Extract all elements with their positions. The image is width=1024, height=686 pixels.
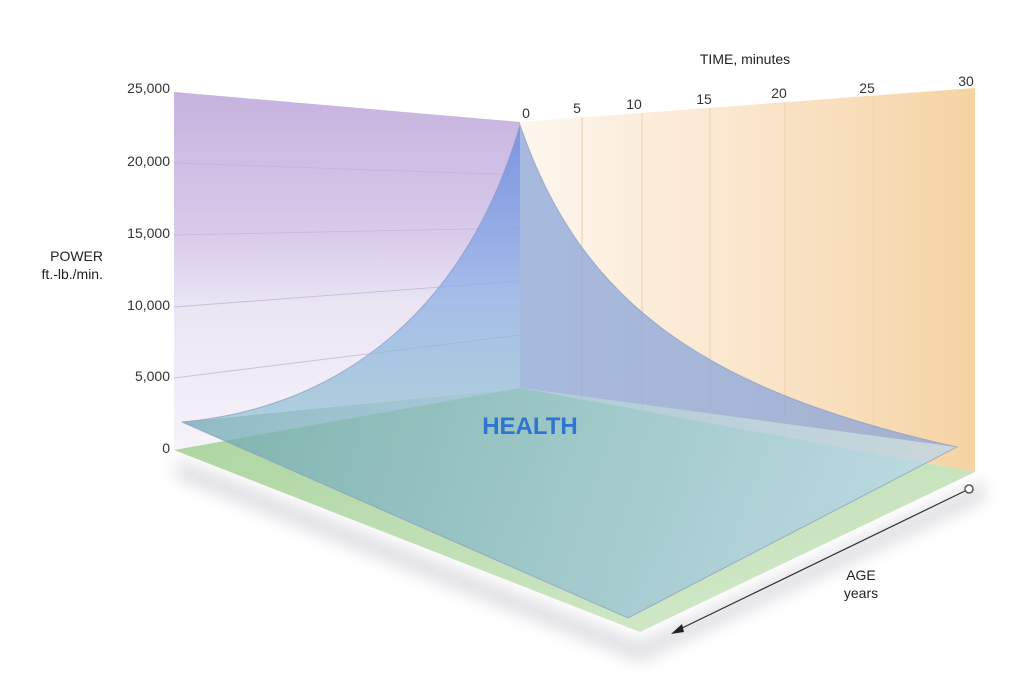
health-surface-right <box>520 125 957 447</box>
y-tick: 25,000 <box>127 80 170 96</box>
x-tick: 25 <box>859 80 875 96</box>
y-tick: 5,000 <box>135 368 170 384</box>
x-tick: 20 <box>771 85 787 101</box>
x-tick: 15 <box>696 91 712 107</box>
health-surface-base <box>182 388 957 618</box>
x-tick: 10 <box>626 96 642 112</box>
y-tick: 10,000 <box>127 297 170 313</box>
x-axis-title: TIME, minutes <box>700 51 790 67</box>
health-surface-left <box>182 125 520 422</box>
age-axis-units: years <box>844 585 878 601</box>
x-tick: 30 <box>958 73 974 89</box>
y-tick: 15,000 <box>127 225 170 241</box>
arrowhead-icon <box>671 624 684 634</box>
age-axis-title: AGE years <box>844 567 878 601</box>
y-axis-ticks: 25,000 20,000 15,000 10,000 5,000 0 <box>127 80 170 456</box>
age-axis-arrow <box>671 484 974 634</box>
health-surface-label: HEALTH <box>482 413 578 440</box>
y-axis-units: ft.-lb./min. <box>42 266 103 282</box>
x-tick: 0 <box>522 105 530 121</box>
y-axis-label: POWER <box>50 248 103 264</box>
health-surface-edge <box>181 123 959 619</box>
x-axis-ticks: 0 5 10 15 20 25 30 <box>522 73 974 121</box>
axis-origin-circle-icon <box>964 484 974 494</box>
x-tick: 5 <box>573 100 581 116</box>
y-tick: 0 <box>162 440 170 456</box>
age-axis-label: AGE <box>846 567 876 583</box>
y-tick: 20,000 <box>127 153 170 169</box>
y-axis-title: POWER ft.-lb./min. <box>42 248 103 282</box>
